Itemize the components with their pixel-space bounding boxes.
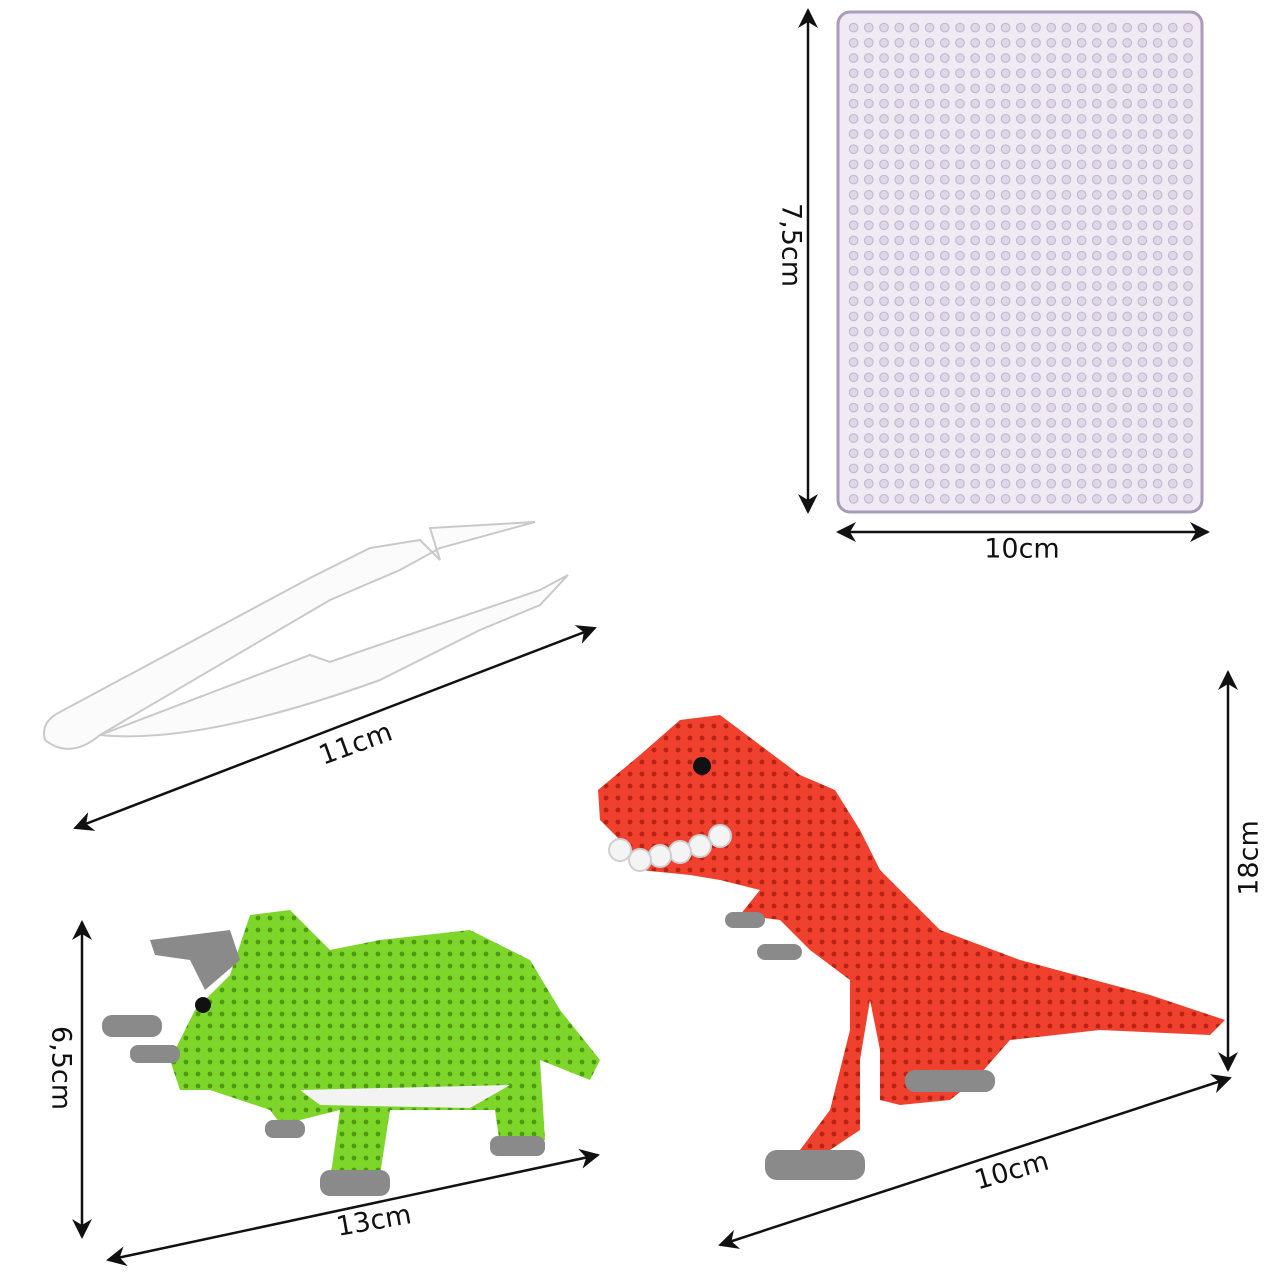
- triceratops: [102, 910, 600, 1196]
- arrow: [718, 1074, 1232, 1249]
- dimension-label: 10cm: [971, 1146, 1052, 1197]
- pegboard: [836, 10, 1204, 514]
- dimension-label: 7,5cm: [776, 203, 807, 287]
- dimension-label: 6,5cm: [46, 1026, 77, 1110]
- dimension-label: 18cm: [1234, 820, 1265, 896]
- arrow: [106, 1148, 600, 1267]
- dimension-label: 11cm: [315, 717, 397, 772]
- dimension-label: 13cm: [334, 1199, 414, 1243]
- dimension-label: 10cm: [984, 534, 1060, 565]
- arrow: [73, 625, 597, 831]
- tweezers: [43, 521, 569, 750]
- dimension-arrows: [72, 8, 1238, 1267]
